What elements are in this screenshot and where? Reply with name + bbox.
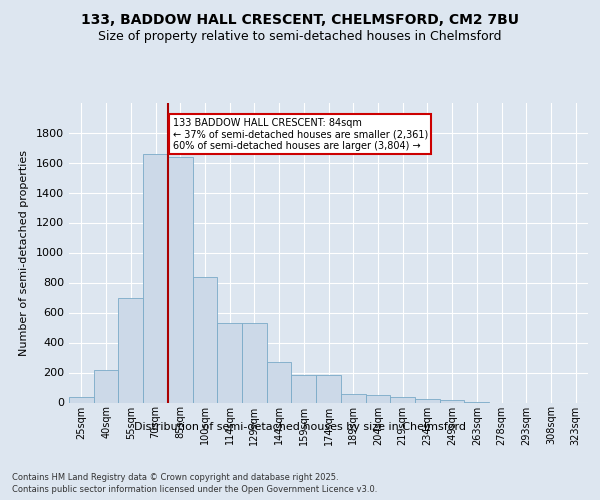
Text: Contains HM Land Registry data © Crown copyright and database right 2025.: Contains HM Land Registry data © Crown c… (12, 472, 338, 482)
Bar (341, 394, 365, 402)
Text: Contains public sector information licensed under the Open Government Licence v3: Contains public sector information licen… (12, 485, 377, 494)
Bar (415, 399, 440, 402)
Bar (390, 397, 415, 402)
Bar (118, 298, 143, 403)
Bar (242, 323, 267, 402)
Bar (292, 375, 316, 402)
Text: 133 BADDOW HALL CRESCENT: 84sqm
← 37% of semi-detached houses are smaller (2,361: 133 BADDOW HALL CRESCENT: 84sqm ← 37% of… (173, 118, 428, 150)
Bar (69, 396, 94, 402)
Bar (267, 362, 292, 403)
Text: Size of property relative to semi-detached houses in Chelmsford: Size of property relative to semi-detach… (98, 30, 502, 43)
Bar (217, 323, 242, 402)
Bar (365, 395, 390, 402)
Bar (168, 156, 193, 402)
Bar (193, 276, 217, 402)
Bar (316, 375, 341, 402)
Y-axis label: Number of semi-detached properties: Number of semi-detached properties (19, 150, 29, 356)
Bar (94, 370, 118, 402)
Text: 133, BADDOW HALL CRESCENT, CHELMSFORD, CM2 7BU: 133, BADDOW HALL CRESCENT, CHELMSFORD, C… (81, 12, 519, 26)
Bar (143, 154, 168, 402)
Text: Distribution of semi-detached houses by size in Chelmsford: Distribution of semi-detached houses by … (134, 422, 466, 432)
Bar (440, 400, 464, 402)
